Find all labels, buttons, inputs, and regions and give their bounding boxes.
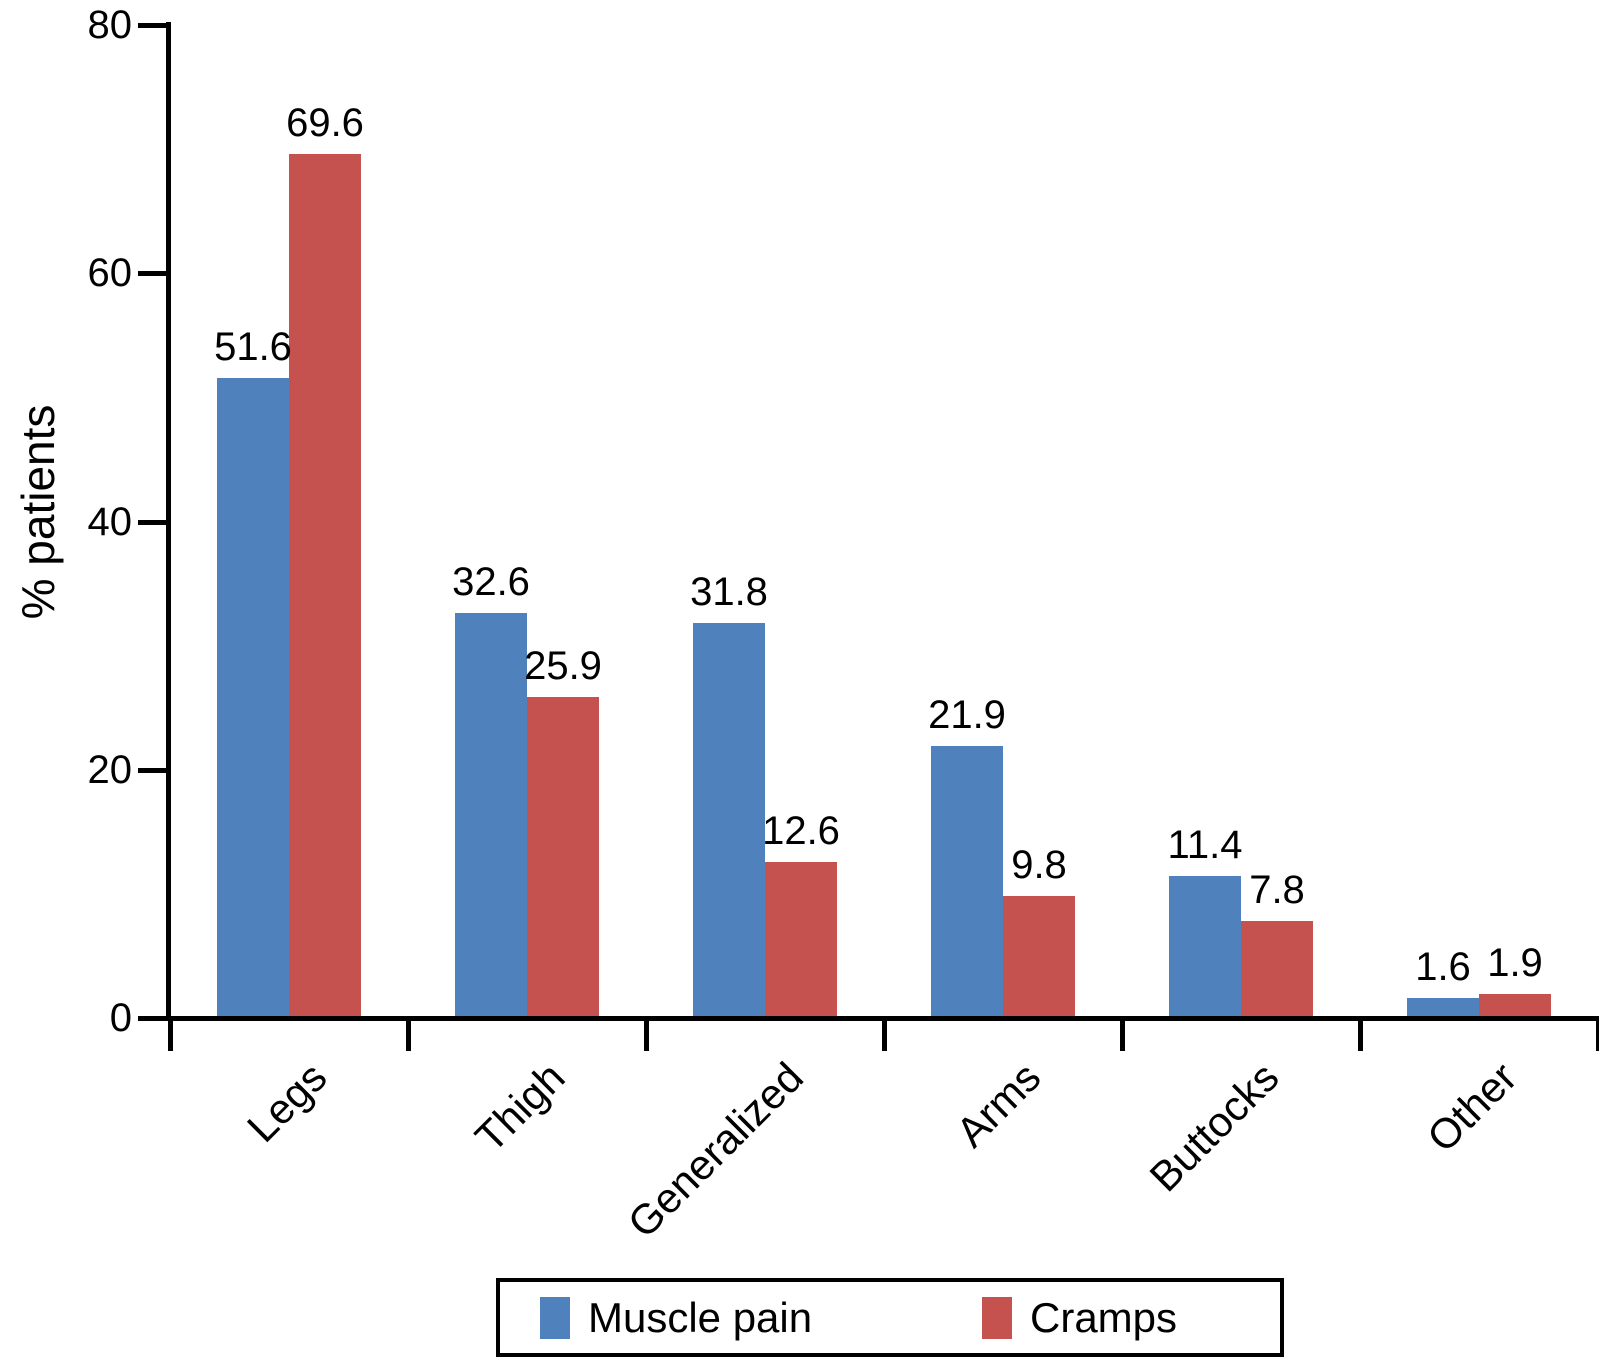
bar-muscle-pain-thigh — [455, 613, 527, 1018]
legend-item-cramps: Cramps — [982, 1282, 1177, 1353]
value-label-cramps-legs: 69.6 — [286, 101, 364, 146]
value-label-cramps-generalized: 12.6 — [762, 808, 840, 853]
x-tick — [406, 1019, 411, 1051]
value-label-muscle-pain-thigh: 32.6 — [452, 560, 530, 605]
bar-cramps-legs — [289, 154, 361, 1018]
y-tick-label: 60 — [87, 251, 133, 296]
legend-item-muscle-pain: Muscle pain — [540, 1282, 812, 1353]
y-tick — [138, 519, 166, 525]
y-tick — [138, 1016, 166, 1021]
x-tick — [644, 1019, 649, 1051]
x-tick — [1596, 1019, 1599, 1051]
value-label-muscle-pain-arms: 21.9 — [928, 693, 1006, 738]
cramps-swatch-icon — [982, 1296, 1012, 1339]
x-tick — [1358, 1019, 1363, 1051]
legend-label-cramps: Cramps — [1030, 1293, 1178, 1341]
x-tick-label-other: Other — [1418, 1053, 1526, 1161]
x-tick-label-generalized: Generalized — [618, 1053, 812, 1247]
bar-muscle-pain-legs — [217, 377, 289, 1018]
x-tick-label-thigh: Thigh — [466, 1053, 574, 1161]
x-tick — [1120, 1019, 1125, 1051]
legend-label-muscle-pain: Muscle pain — [588, 1293, 813, 1341]
y-tick — [138, 767, 166, 773]
value-label-cramps-thigh: 25.9 — [524, 643, 602, 688]
legend: Muscle pain Cramps — [496, 1278, 1284, 1357]
x-tick-label-legs: Legs — [237, 1053, 336, 1151]
value-label-muscle-pain-legs: 51.6 — [214, 324, 292, 369]
y-tick-label: 80 — [87, 3, 133, 47]
bar-muscle-pain-other — [1407, 998, 1479, 1018]
value-label-muscle-pain-other: 1.6 — [1415, 945, 1471, 990]
bar-cramps-other — [1479, 994, 1551, 1018]
value-label-muscle-pain-generalized: 31.8 — [690, 570, 768, 615]
x-tick-label-buttocks: Buttocks — [1140, 1053, 1288, 1201]
bar-muscle-pain-generalized — [693, 623, 765, 1018]
value-label-cramps-arms: 9.8 — [1011, 843, 1067, 888]
y-axis-line — [166, 22, 171, 1021]
value-label-cramps-other: 1.9 — [1487, 941, 1543, 986]
bar-cramps-buttocks — [1241, 921, 1313, 1018]
value-label-cramps-buttocks: 7.8 — [1249, 868, 1305, 913]
value-label-muscle-pain-buttocks: 11.4 — [1167, 823, 1243, 868]
x-axis-line — [166, 1016, 1599, 1021]
bar-cramps-generalized — [765, 861, 837, 1018]
bar-muscle-pain-arms — [931, 746, 1003, 1018]
x-tick — [882, 1019, 887, 1051]
y-tick-label: 40 — [87, 499, 133, 544]
x-tick — [168, 1019, 173, 1051]
y-tick — [138, 271, 166, 277]
muscle-pain-swatch-icon — [540, 1296, 570, 1339]
y-tick — [138, 23, 166, 28]
y-tick-label: 0 — [109, 996, 132, 1040]
bar-cramps-arms — [1003, 896, 1075, 1018]
y-tick-label: 20 — [87, 747, 133, 792]
bar-cramps-thigh — [527, 696, 599, 1018]
bar-muscle-pain-buttocks — [1169, 876, 1241, 1018]
x-tick-label-arms: Arms — [946, 1053, 1050, 1156]
